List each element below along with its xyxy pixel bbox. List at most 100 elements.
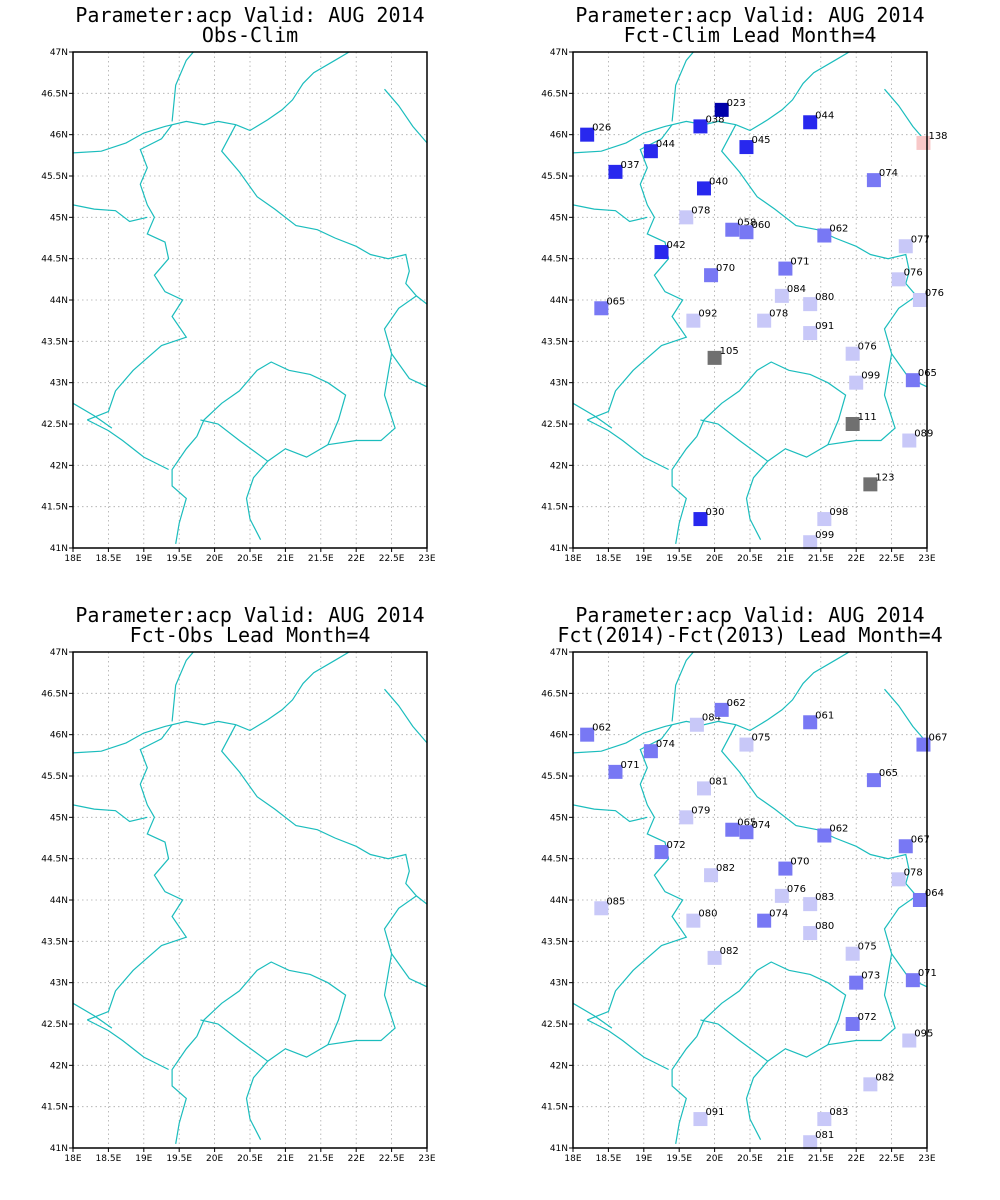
- station-value-label: 099: [861, 371, 880, 382]
- lat-tick-label: 45N: [50, 813, 68, 823]
- station-marker: [866, 773, 881, 788]
- lat-tick-label: 46.5N: [41, 689, 68, 699]
- station-value-label: 083: [815, 892, 834, 903]
- station-value-label: 023: [727, 98, 746, 109]
- station-value-label: 076: [787, 884, 806, 895]
- station-value-label: 078: [904, 867, 923, 878]
- border-line: [73, 1002, 113, 1029]
- grid-lines: [573, 652, 927, 1148]
- station-marker: [696, 181, 711, 196]
- lat-tick-label: 44.5N: [41, 855, 68, 865]
- station-value-label: 026: [592, 123, 611, 134]
- station-marker: [757, 313, 772, 328]
- lon-tick-label: 18.5E: [596, 1154, 622, 1164]
- lat-tick-label: 43N: [50, 379, 68, 389]
- lon-tick-label: 18E: [64, 554, 81, 564]
- lat-tick-label: 44.5N: [541, 855, 568, 865]
- axis-ticks: 18E 18.5E 19E 19.5E 20E 20.5E 21E 21.5E 22E 22.5E…: [41, 648, 436, 1164]
- station-value-label: 045: [751, 135, 770, 146]
- station-marker: [704, 868, 719, 883]
- station-marker: [891, 272, 906, 287]
- border-line: [200, 1019, 269, 1062]
- border-line: [696, 961, 847, 1045]
- station-value-label: 074: [751, 820, 770, 831]
- station-value-label: 082: [875, 1072, 894, 1083]
- border-line: [671, 436, 698, 545]
- station-value-label: 123: [875, 472, 894, 483]
- station-marker: [905, 373, 920, 388]
- station-value-label: 079: [691, 805, 710, 816]
- station-marker: [714, 102, 729, 117]
- station-value-label: 078: [691, 205, 710, 216]
- lat-tick-label: 46.5N: [541, 89, 568, 99]
- lon-tick-label: 18E: [564, 554, 581, 564]
- station-value-label: 083: [829, 1107, 848, 1118]
- station-marker: [643, 744, 658, 759]
- station-marker: [849, 975, 864, 990]
- border-line: [196, 361, 347, 445]
- station-marker: [898, 239, 913, 254]
- station-value-label: 074: [769, 909, 788, 920]
- station-marker: [845, 417, 860, 431]
- panel-title-line2: Fct-Clim Lead Month=4: [623, 23, 877, 47]
- station-value-label: 075: [858, 942, 877, 953]
- border-line: [573, 204, 648, 223]
- station-value-label: 080: [815, 292, 834, 303]
- station-value-label: 091: [705, 1107, 724, 1118]
- lat-tick-label: 44N: [550, 296, 568, 306]
- border-line: [745, 953, 896, 1140]
- lon-tick-label: 18.5E: [596, 554, 622, 564]
- station-value-label: 074: [656, 739, 675, 750]
- lat-tick-label: 43.5N: [41, 337, 68, 347]
- lat-tick-label: 42.5N: [541, 420, 568, 430]
- station-marker: [849, 375, 864, 390]
- station-value-label: 091: [815, 321, 834, 332]
- border-line: [383, 295, 427, 388]
- map-obs-clim: 18E 18.5E 19E 19.5E 20E 20.5E 21E 21.5E 22E 22.5E…: [41, 48, 436, 564]
- station-marker: [912, 293, 927, 307]
- station-value-label: 071: [790, 257, 809, 268]
- station-value-label: 082: [720, 946, 739, 957]
- station-marker: [902, 433, 917, 448]
- lat-tick-label: 42N: [50, 1061, 68, 1071]
- lon-tick-label: 21E: [777, 1154, 794, 1164]
- border-line: [586, 419, 669, 471]
- border-line: [73, 402, 113, 429]
- lon-tick-label: 19.5E: [166, 1154, 192, 1164]
- border-line: [384, 688, 427, 744]
- station-marker: [608, 164, 623, 179]
- station-value-label: 062: [592, 723, 611, 734]
- lat-tick-label: 46N: [50, 731, 68, 741]
- lon-tick-label: 21.5E: [808, 554, 834, 564]
- station-value-label: 099: [815, 530, 834, 541]
- station-value-label: 089: [914, 429, 933, 440]
- lat-tick-label: 45.5N: [541, 772, 568, 782]
- lon-tick-label: 22.5E: [879, 1154, 905, 1164]
- station-marker: [725, 822, 740, 837]
- station-marker: [803, 1135, 818, 1150]
- station-value-label: 044: [815, 110, 834, 121]
- station-marker: [707, 950, 722, 965]
- station-value-label: 092: [698, 309, 717, 320]
- panel-title-line1: Parameter:acp Valid: AUG 2014: [575, 603, 925, 627]
- station-marker: [679, 810, 694, 825]
- lon-tick-label: 23E: [418, 554, 435, 564]
- lon-tick-label: 19E: [135, 554, 152, 564]
- station-value-label: 065: [879, 768, 898, 779]
- station-value-label: 072: [667, 840, 686, 851]
- panel-title-line1: Parameter:acp Valid: AUG 2014: [75, 3, 425, 27]
- border-line: [573, 1002, 613, 1029]
- border-line: [384, 88, 427, 144]
- station-marker: [803, 926, 818, 941]
- station-value-label: 062: [829, 824, 848, 835]
- lon-tick-label: 22E: [848, 554, 865, 564]
- station-marker: [654, 845, 669, 860]
- lat-tick-label: 42.5N: [541, 1020, 568, 1030]
- lon-tick-label: 23E: [918, 1154, 935, 1164]
- lat-tick-label: 41N: [50, 544, 68, 554]
- lon-tick-label: 23E: [418, 1154, 435, 1164]
- station-value-label: 038: [705, 114, 724, 125]
- border-line: [73, 804, 148, 823]
- panel-title-line1: Parameter:acp Valid: AUG 2014: [75, 603, 425, 627]
